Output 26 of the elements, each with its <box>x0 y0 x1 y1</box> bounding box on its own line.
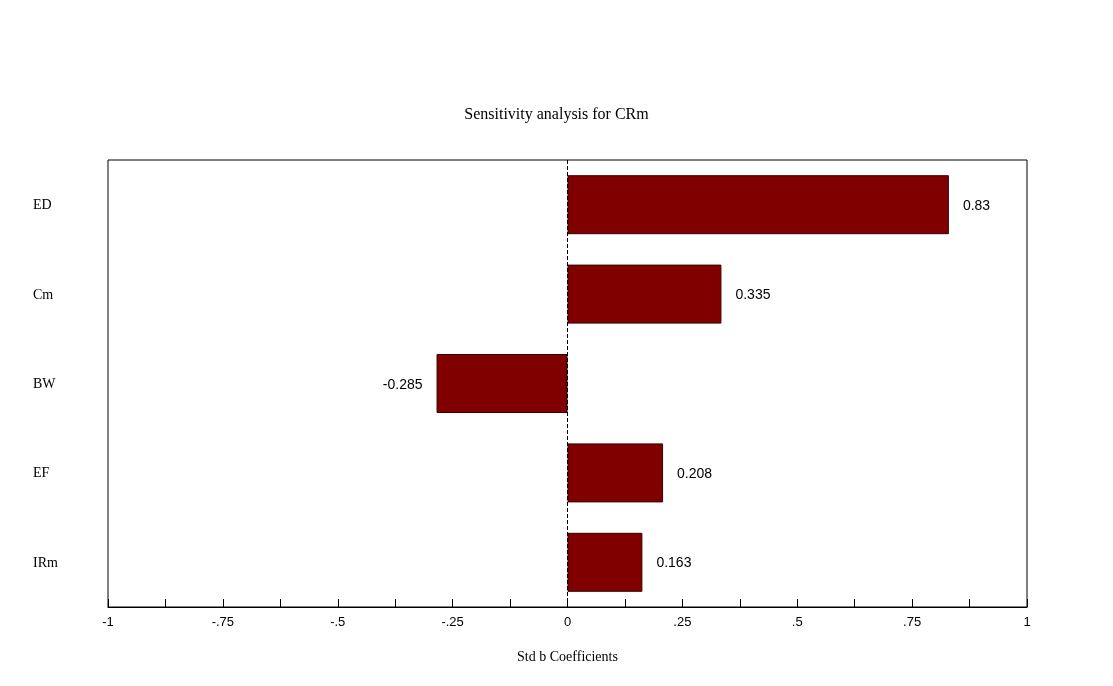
y-tick-label: EF <box>33 465 50 481</box>
data-label: 0.208 <box>677 464 713 481</box>
bar <box>567 443 664 503</box>
x-axis-title: Std b Coefficients <box>517 648 618 664</box>
x-tick-label: -1 <box>102 614 114 629</box>
x-tick-label: -.5 <box>330 614 346 629</box>
y-tick-label: IRm <box>33 554 58 570</box>
y-tick-label: Cm <box>33 286 54 302</box>
y-tick-label: BW <box>33 376 57 391</box>
x-tick-label: 0 <box>563 614 572 629</box>
data-label: 0.83 <box>962 196 991 213</box>
x-tick-label: .5 <box>791 614 803 629</box>
bar <box>436 354 568 413</box>
chart-title: Sensitivity analysis for CRm <box>464 104 650 123</box>
x-tick-label: .75 <box>903 614 922 629</box>
data-label: 0.335 <box>735 286 771 303</box>
x-tick-label: 1 <box>1023 614 1031 629</box>
y-tick-label: ED <box>33 197 52 213</box>
data-label: 0.163 <box>656 554 692 571</box>
x-tick-label: -.25 <box>441 614 464 629</box>
x-tick-label: .25 <box>673 614 692 629</box>
bar <box>567 532 643 592</box>
x-tick-label: -.75 <box>211 614 235 629</box>
bar <box>567 264 722 324</box>
data-label: -0.285 <box>382 375 423 392</box>
bar <box>567 175 949 235</box>
